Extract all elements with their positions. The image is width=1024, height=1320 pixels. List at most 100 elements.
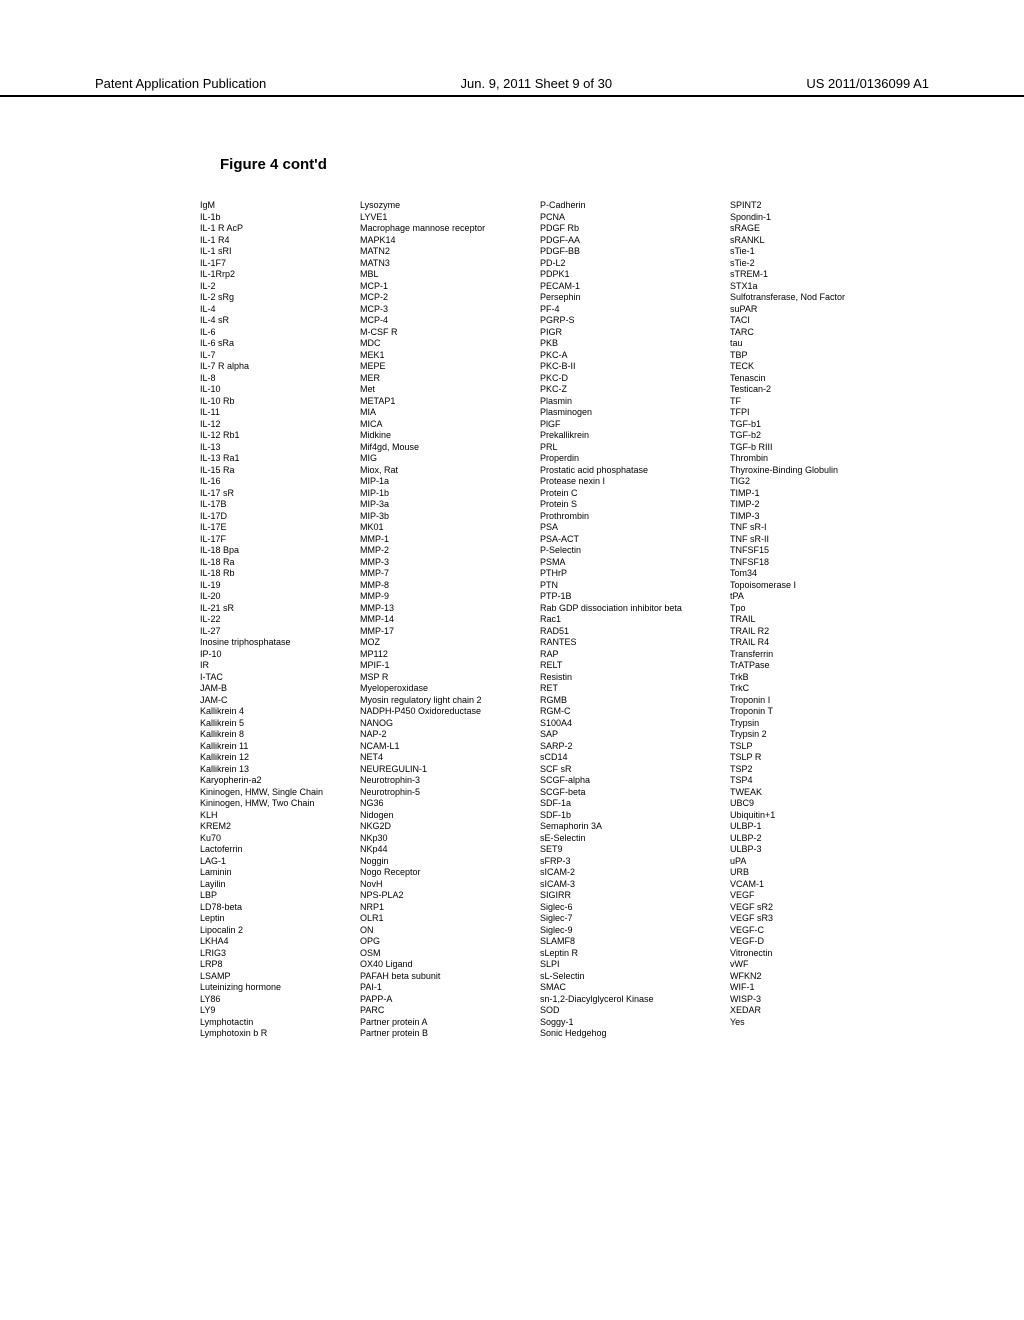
- list-item: MMP-14: [360, 614, 530, 626]
- list-item: IL-2: [200, 281, 350, 293]
- list-item: TGF-b2: [730, 430, 900, 442]
- list-item: SOD: [540, 1005, 720, 1017]
- list-item: RAD51: [540, 626, 720, 638]
- list-item: PKC-B-II: [540, 361, 720, 373]
- list-item: IL-1 sRI: [200, 246, 350, 258]
- list-item: TRAIL R2: [730, 626, 900, 638]
- list-item: Kallikrein 12: [200, 752, 350, 764]
- list-item: TRAIL R4: [730, 637, 900, 649]
- list-item: PARC: [360, 1005, 530, 1017]
- list-item: ULBP-3: [730, 844, 900, 856]
- list-item: MMP-8: [360, 580, 530, 592]
- list-item: OPG: [360, 936, 530, 948]
- list-item: TNF sR-I: [730, 522, 900, 534]
- list-item: IL-1b: [200, 212, 350, 224]
- list-item: Prekallikrein: [540, 430, 720, 442]
- header-center: Jun. 9, 2011 Sheet 9 of 30: [461, 76, 613, 91]
- list-item: PKC-Z: [540, 384, 720, 396]
- list-item: NKG2D: [360, 821, 530, 833]
- list-item: TACI: [730, 315, 900, 327]
- list-item: LAG-1: [200, 856, 350, 868]
- list-item: suPAR: [730, 304, 900, 316]
- list-item: Inosine triphosphatase: [200, 637, 350, 649]
- list-item: TIMP-3: [730, 511, 900, 523]
- list-item: Midkine: [360, 430, 530, 442]
- list-item: IL-17F: [200, 534, 350, 546]
- list-item: PTN: [540, 580, 720, 592]
- list-item: S100A4: [540, 718, 720, 730]
- list-item: Topoisomerase I: [730, 580, 900, 592]
- list-item: TrkC: [730, 683, 900, 695]
- list-item: NET4: [360, 752, 530, 764]
- list-item: NKp44: [360, 844, 530, 856]
- list-item: MMP-9: [360, 591, 530, 603]
- list-item: MIP-1a: [360, 476, 530, 488]
- list-item: OSM: [360, 948, 530, 960]
- list-item: MIP-3b: [360, 511, 530, 523]
- list-item: MCP-3: [360, 304, 530, 316]
- list-item: MEPE: [360, 361, 530, 373]
- list-item: VEGF sR3: [730, 913, 900, 925]
- list-item: sTie-2: [730, 258, 900, 270]
- list-item: Kallikrein 13: [200, 764, 350, 776]
- list-item: SAP: [540, 729, 720, 741]
- list-item: TFPI: [730, 407, 900, 419]
- list-item: Persephin: [540, 292, 720, 304]
- list-item: IL-17D: [200, 511, 350, 523]
- list-item: TWEAK: [730, 787, 900, 799]
- list-item: PIGR: [540, 327, 720, 339]
- list-item: Partner protein A: [360, 1017, 530, 1029]
- list-item: Sulfotransferase, Nod Factor: [730, 292, 900, 304]
- list-item: Tom34: [730, 568, 900, 580]
- list-item: Yes: [730, 1017, 900, 1029]
- list-item: Resistin: [540, 672, 720, 684]
- list-item: TGF-b RIII: [730, 442, 900, 454]
- list-item: RGM-C: [540, 706, 720, 718]
- list-item: Thrombin: [730, 453, 900, 465]
- list-item: LY9: [200, 1005, 350, 1017]
- list-item: IL-17 sR: [200, 488, 350, 500]
- list-item: Lymphotoxin b R: [200, 1028, 350, 1040]
- list-item: IL-16: [200, 476, 350, 488]
- list-item: Troponin T: [730, 706, 900, 718]
- list-item: Laminin: [200, 867, 350, 879]
- list-item: RAP: [540, 649, 720, 661]
- list-item: IL-12: [200, 419, 350, 431]
- list-item: URB: [730, 867, 900, 879]
- list-item: PDGF-BB: [540, 246, 720, 258]
- list-item: Properdin: [540, 453, 720, 465]
- list-item: JAM-C: [200, 695, 350, 707]
- list-item: RGMB: [540, 695, 720, 707]
- list-item: TGF-b1: [730, 419, 900, 431]
- page-header: Patent Application Publication Jun. 9, 2…: [0, 76, 1024, 97]
- list-item: Partner protein B: [360, 1028, 530, 1040]
- list-item: TNF sR-II: [730, 534, 900, 546]
- list-item: Kininogen, HMW, Two Chain: [200, 798, 350, 810]
- list-item: PD-L2: [540, 258, 720, 270]
- list-item: Miox, Rat: [360, 465, 530, 477]
- list-item: PCNA: [540, 212, 720, 224]
- list-item: sFRP-3: [540, 856, 720, 868]
- list-item: MICA: [360, 419, 530, 431]
- list-item: TARC: [730, 327, 900, 339]
- list-item: Tpo: [730, 603, 900, 615]
- list-item: TSLP: [730, 741, 900, 753]
- list-item: MATN3: [360, 258, 530, 270]
- list-item: IL-7 R alpha: [200, 361, 350, 373]
- list-item: Soggy-1: [540, 1017, 720, 1029]
- list-item: TSP2: [730, 764, 900, 776]
- list-item: Myeloperoxidase: [360, 683, 530, 695]
- list-item: ON: [360, 925, 530, 937]
- list-item: sICAM-3: [540, 879, 720, 891]
- list-item: MIG: [360, 453, 530, 465]
- list-item: Transferrin: [730, 649, 900, 661]
- column-4: SPINT2Spondin-1sRAGEsRANKLsTie-1sTie-2sT…: [730, 200, 900, 1040]
- list-item: Ku70: [200, 833, 350, 845]
- list-item: MMP-3: [360, 557, 530, 569]
- list-item: Protein S: [540, 499, 720, 511]
- list-item: Rab GDP dissociation inhibitor beta: [540, 603, 720, 615]
- list-item: sCD14: [540, 752, 720, 764]
- list-item: ULBP-2: [730, 833, 900, 845]
- list-item: IL-27: [200, 626, 350, 638]
- list-item: Karyopherin-a2: [200, 775, 350, 787]
